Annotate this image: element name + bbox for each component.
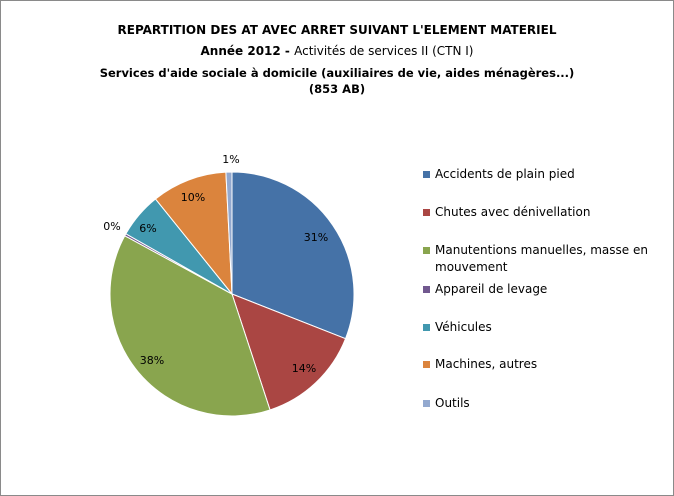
slice-data-label: 14% <box>292 362 316 375</box>
pie-slice <box>225 171 233 295</box>
chart-sector: Activités de services II (CTN I) <box>294 44 474 58</box>
pie-slice <box>231 171 355 340</box>
legend-swatch <box>423 209 430 216</box>
slice-data-label: 1% <box>222 153 239 166</box>
pie-slice <box>231 293 347 411</box>
chart-subtitle-code: (853 AB) <box>308 82 366 96</box>
legend-swatch <box>423 286 430 293</box>
slice-data-label: 0% <box>103 220 120 233</box>
legend-label: Véhicules <box>435 320 492 334</box>
slice-data-label: 6% <box>139 222 156 235</box>
legend-label: Chutes avec dénivellation <box>435 205 591 219</box>
legend-label: Accidents de plain pied <box>435 167 575 181</box>
legend-label: Machines, autres <box>435 357 538 371</box>
legend-swatch <box>423 247 430 254</box>
legend-swatch <box>423 361 430 368</box>
slice-data-label: 10% <box>181 191 205 204</box>
chart-subtitle-separator: - <box>280 44 295 58</box>
pie-slice <box>109 235 271 417</box>
slice-data-label: 31% <box>304 231 328 244</box>
legend-label: Appareil de levage <box>435 282 548 296</box>
chart-year: Année 2012 <box>200 44 281 58</box>
pie-slice <box>154 171 233 296</box>
slice-data-label: 38% <box>140 354 164 367</box>
legend-swatch <box>423 171 430 178</box>
legend-swatch <box>423 400 430 407</box>
chart-title: REPARTITION DES AT AVEC ARRET SUIVANT L'… <box>117 23 557 37</box>
chart-subtitle: Année 2012 - Activités de services II (C… <box>0 44 674 58</box>
chart-subtitle-activity: Services d'aide sociale à domicile (auxi… <box>99 66 575 80</box>
legend-swatch <box>423 324 430 331</box>
legend-label: Outils <box>435 396 470 410</box>
legend-label: Manutentions manuelles, masse en mouveme… <box>435 243 648 274</box>
